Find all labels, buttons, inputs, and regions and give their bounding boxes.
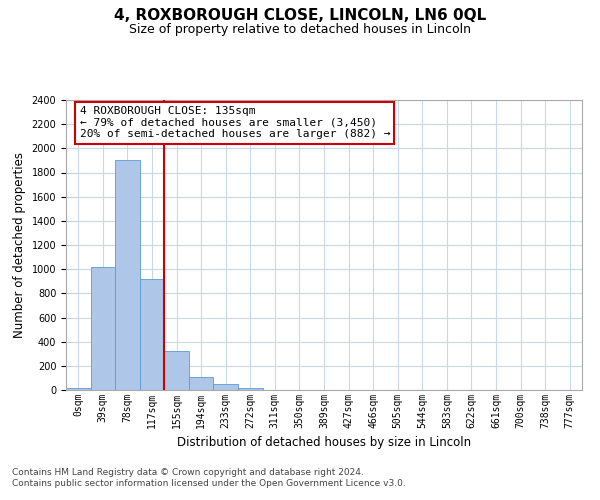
Bar [66, 388, 91, 390]
Text: Size of property relative to detached houses in Lincoln: Size of property relative to detached ho… [129, 22, 471, 36]
Bar [91, 267, 115, 390]
Text: 4, ROXBOROUGH CLOSE, LINCOLN, LN6 0QL: 4, ROXBOROUGH CLOSE, LINCOLN, LN6 0QL [114, 8, 486, 22]
Text: 4 ROXBOROUGH CLOSE: 135sqm
← 79% of detached houses are smaller (3,450)
20% of s: 4 ROXBOROUGH CLOSE: 135sqm ← 79% of deta… [80, 106, 390, 139]
Bar [238, 388, 263, 390]
Bar [115, 160, 140, 390]
X-axis label: Distribution of detached houses by size in Lincoln: Distribution of detached houses by size … [177, 436, 471, 450]
Bar [214, 384, 238, 390]
Bar [164, 352, 189, 390]
Bar [189, 378, 214, 390]
Y-axis label: Number of detached properties: Number of detached properties [13, 152, 26, 338]
Bar [140, 279, 164, 390]
Text: Contains HM Land Registry data © Crown copyright and database right 2024.
Contai: Contains HM Land Registry data © Crown c… [12, 468, 406, 487]
